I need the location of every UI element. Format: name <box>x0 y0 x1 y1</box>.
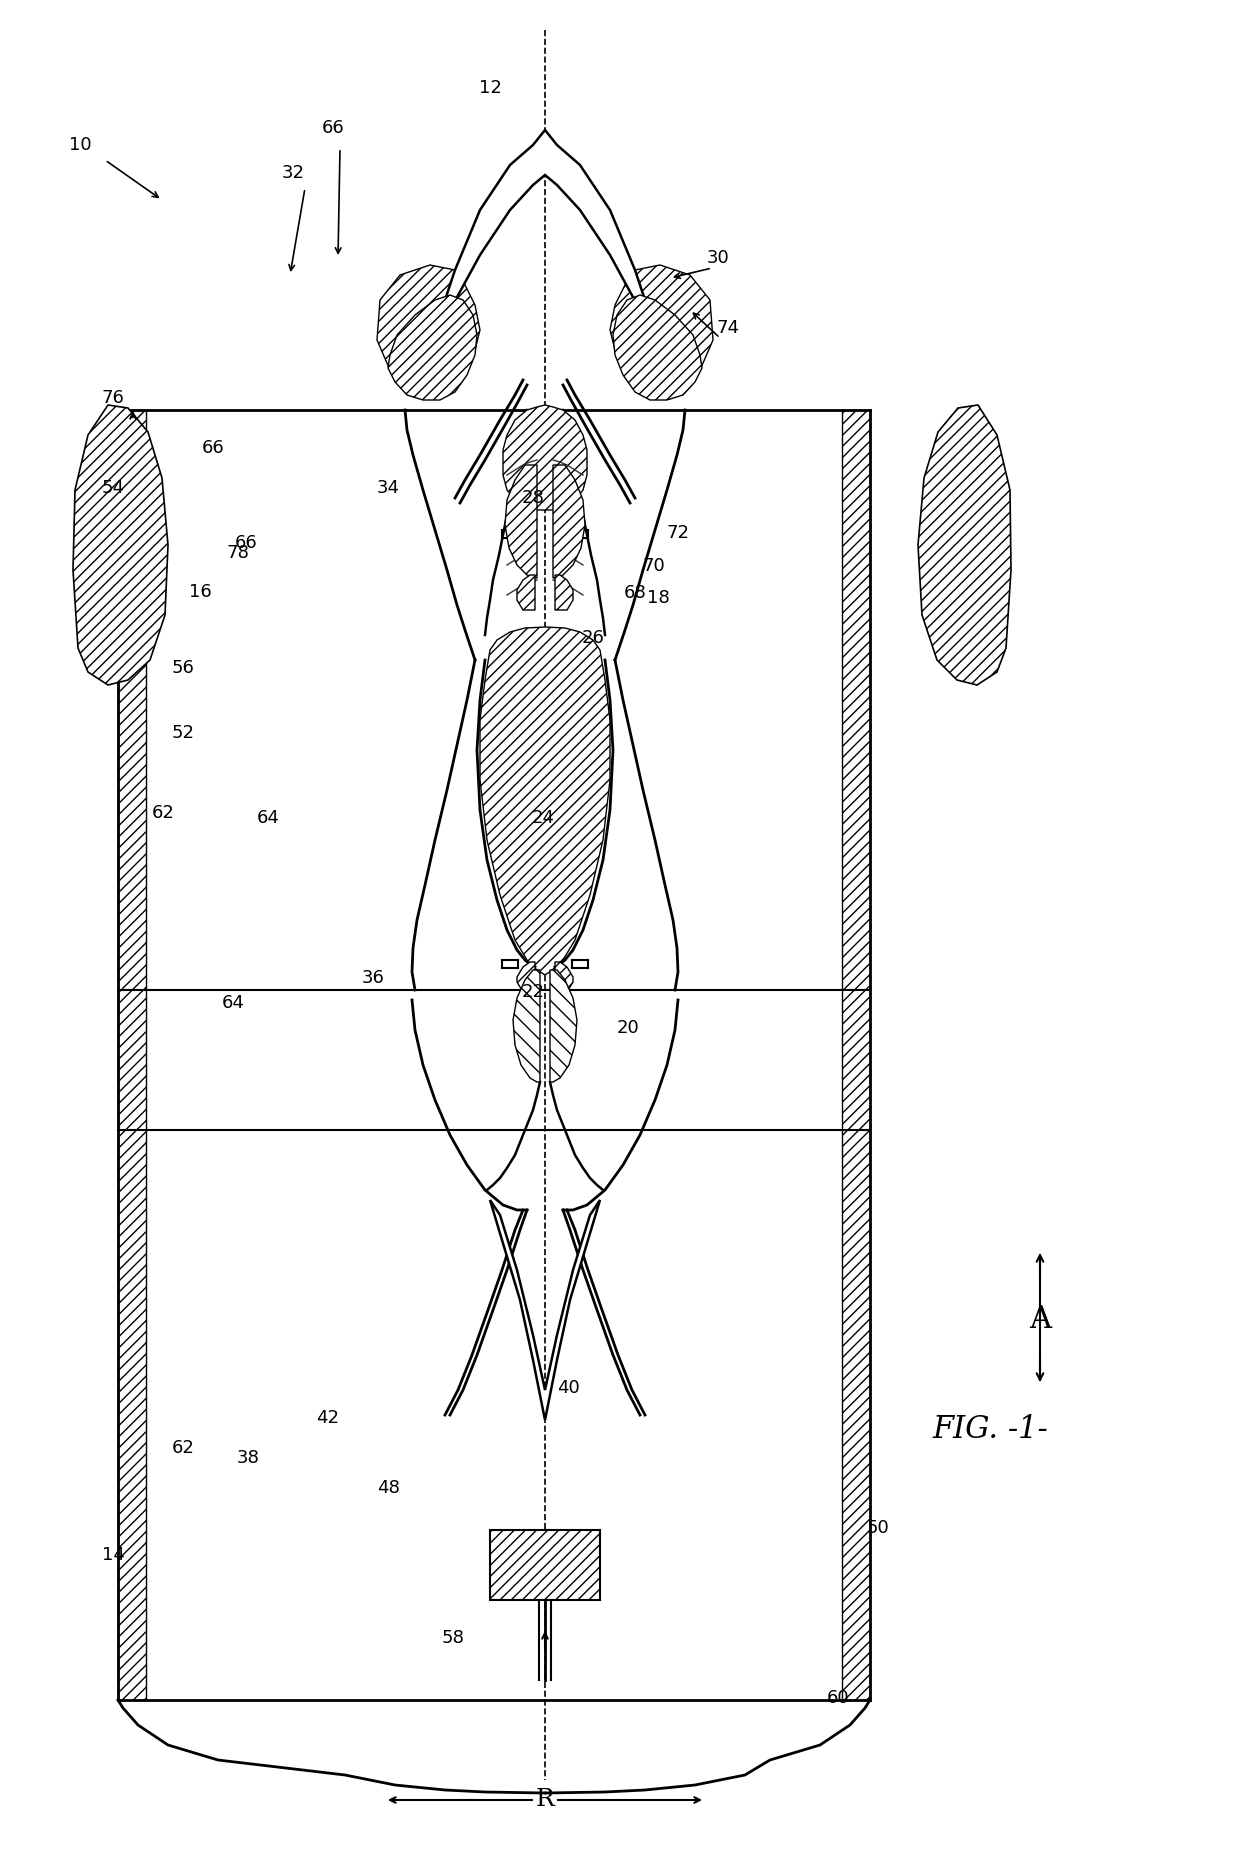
Text: 58: 58 <box>441 1630 465 1646</box>
Polygon shape <box>610 264 713 380</box>
Text: 50: 50 <box>867 1519 889 1538</box>
Text: 32: 32 <box>281 165 305 182</box>
Text: 66: 66 <box>321 120 345 137</box>
Text: 78: 78 <box>227 543 249 562</box>
Polygon shape <box>490 1201 600 1420</box>
Text: 16: 16 <box>188 583 211 601</box>
Text: 28: 28 <box>522 489 544 508</box>
Text: 62: 62 <box>171 1438 195 1457</box>
Polygon shape <box>517 575 534 611</box>
Text: 20: 20 <box>616 1019 640 1038</box>
Text: 52: 52 <box>171 725 195 742</box>
Text: 66: 66 <box>234 534 258 553</box>
Text: 62: 62 <box>151 804 175 822</box>
Text: 40: 40 <box>557 1379 579 1397</box>
Text: FIG. -1-: FIG. -1- <box>932 1414 1048 1446</box>
Polygon shape <box>480 627 610 976</box>
Polygon shape <box>551 970 577 1083</box>
Polygon shape <box>505 465 537 579</box>
Text: 64: 64 <box>257 809 279 828</box>
Text: 30: 30 <box>707 249 729 268</box>
Polygon shape <box>556 963 573 993</box>
Polygon shape <box>388 296 477 401</box>
Polygon shape <box>842 410 870 1701</box>
Text: A: A <box>1029 1304 1052 1335</box>
Polygon shape <box>435 129 655 330</box>
Text: 76: 76 <box>102 390 124 406</box>
Text: 34: 34 <box>377 479 399 496</box>
Polygon shape <box>553 465 585 579</box>
Text: 42: 42 <box>316 1408 340 1427</box>
Text: 24: 24 <box>532 809 554 828</box>
Polygon shape <box>517 963 534 993</box>
Text: 10: 10 <box>68 137 92 154</box>
Text: 72: 72 <box>667 524 689 541</box>
Text: 68: 68 <box>624 584 646 601</box>
Text: 66: 66 <box>202 438 224 457</box>
Text: 64: 64 <box>222 995 244 1011</box>
Polygon shape <box>377 264 480 380</box>
Text: R: R <box>536 1789 554 1811</box>
Text: 36: 36 <box>362 968 384 987</box>
Polygon shape <box>918 405 1011 686</box>
Text: 14: 14 <box>102 1545 124 1564</box>
Polygon shape <box>513 970 539 1083</box>
Text: 74: 74 <box>717 318 739 337</box>
Polygon shape <box>118 410 146 1701</box>
Text: 60: 60 <box>827 1689 849 1706</box>
Text: 48: 48 <box>377 1480 399 1497</box>
Text: 18: 18 <box>646 588 670 607</box>
Text: 54: 54 <box>102 479 124 496</box>
Text: 22: 22 <box>522 983 544 1000</box>
Polygon shape <box>73 405 167 686</box>
Polygon shape <box>503 405 587 509</box>
Text: 12: 12 <box>479 79 501 97</box>
Text: 70: 70 <box>642 556 666 575</box>
Text: 38: 38 <box>237 1450 259 1467</box>
Text: 56: 56 <box>171 659 195 676</box>
Polygon shape <box>490 1530 600 1600</box>
Polygon shape <box>613 296 702 401</box>
Text: 26: 26 <box>582 629 604 646</box>
Polygon shape <box>556 575 573 611</box>
